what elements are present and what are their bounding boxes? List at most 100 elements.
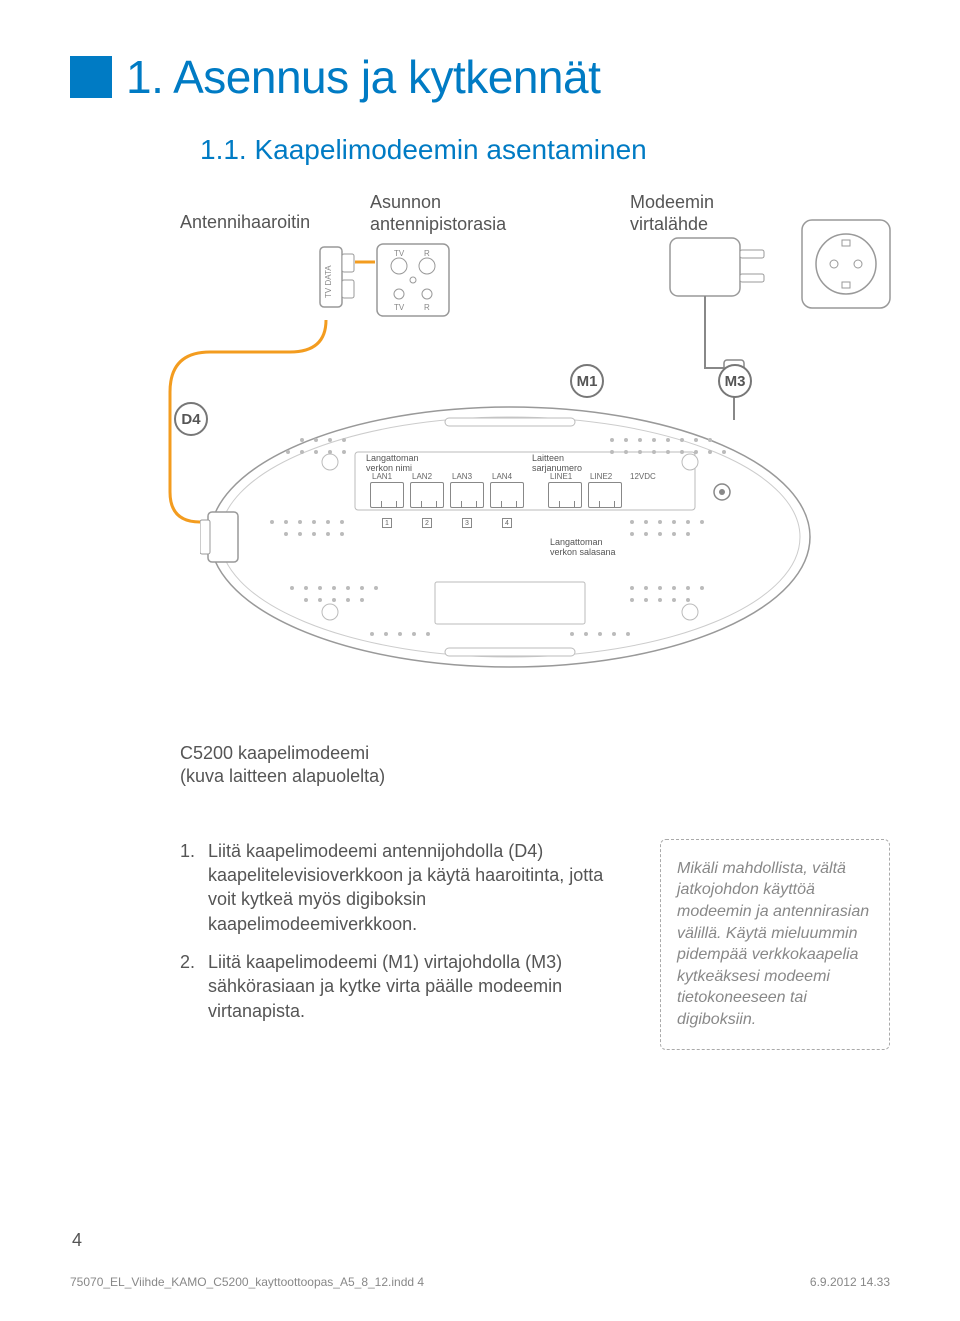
vent-dot bbox=[314, 450, 318, 454]
vent-dot bbox=[644, 598, 648, 602]
vent-dot bbox=[700, 520, 704, 524]
vent-dot bbox=[340, 520, 344, 524]
step-2-num: 2. bbox=[180, 950, 198, 1023]
vent-dot bbox=[626, 632, 630, 636]
label-line2: LINE2 bbox=[590, 472, 612, 481]
vent-dot bbox=[630, 598, 634, 602]
vent-dot bbox=[326, 532, 330, 536]
vent-dot bbox=[612, 632, 616, 636]
vent-dot bbox=[694, 450, 698, 454]
section-subtitle: 1.1. Kaapelimodeemin asentaminen bbox=[200, 134, 890, 166]
step-1: 1. Liitä kaapelimodeemi antennijohdolla … bbox=[180, 839, 610, 936]
port-line1 bbox=[548, 482, 582, 508]
vent-dot bbox=[630, 520, 634, 524]
port-line2 bbox=[588, 482, 622, 508]
vent-dot bbox=[584, 632, 588, 636]
vent-dot bbox=[300, 450, 304, 454]
steps-list: 1. Liitä kaapelimodeemi antennijohdolla … bbox=[180, 839, 610, 1050]
vent-dot bbox=[570, 632, 574, 636]
vent-dot bbox=[328, 450, 332, 454]
vent-dot bbox=[332, 598, 336, 602]
modem-caption: C5200 kaapelimodeemi (kuva laitteen alap… bbox=[180, 742, 890, 789]
footer-filename: 75070_EL_Viihde_KAMO_C5200_kayttoottoopa… bbox=[70, 1275, 424, 1289]
port-lan4 bbox=[490, 482, 524, 508]
vent-dot bbox=[652, 450, 656, 454]
vent-dot bbox=[686, 598, 690, 602]
vent-dot bbox=[342, 438, 346, 442]
port-lan1 bbox=[370, 482, 404, 508]
vent-dot bbox=[312, 532, 316, 536]
page-title: 1. Asennus ja kytkennät bbox=[126, 50, 600, 104]
vent-dot bbox=[644, 532, 648, 536]
vent-dot bbox=[658, 586, 662, 590]
indicator-3: 3 bbox=[462, 518, 472, 528]
vent-dot bbox=[426, 632, 430, 636]
vent-dot bbox=[708, 438, 712, 442]
vent-dot bbox=[360, 586, 364, 590]
vent-dot bbox=[666, 438, 670, 442]
label-lan3: LAN3 bbox=[452, 472, 472, 481]
vent-dot bbox=[686, 520, 690, 524]
vent-dot bbox=[598, 632, 602, 636]
vent-dot bbox=[370, 632, 374, 636]
vent-dot bbox=[680, 438, 684, 442]
vent-dot bbox=[304, 586, 308, 590]
indicator-2: 2 bbox=[422, 518, 432, 528]
port-lan2 bbox=[410, 482, 444, 508]
vent-dot bbox=[666, 450, 670, 454]
vent-dot bbox=[326, 520, 330, 524]
vent-dot bbox=[312, 520, 316, 524]
vent-dot bbox=[644, 586, 648, 590]
vent-dot bbox=[360, 598, 364, 602]
vent-dot bbox=[374, 586, 378, 590]
vent-dot bbox=[384, 632, 388, 636]
vent-dot bbox=[694, 438, 698, 442]
vent-dot bbox=[672, 520, 676, 524]
vent-dot bbox=[298, 520, 302, 524]
vent-dot bbox=[346, 586, 350, 590]
vent-dot bbox=[270, 520, 274, 524]
vent-dot bbox=[686, 586, 690, 590]
vent-dot bbox=[284, 532, 288, 536]
wiring-diagram: Antennihaaroitin Asunnon antennipistoras… bbox=[70, 192, 890, 712]
vent-dot bbox=[672, 586, 676, 590]
vent-dot bbox=[686, 532, 690, 536]
vent-dot bbox=[340, 532, 344, 536]
vent-dot bbox=[638, 438, 642, 442]
label-wifi-name: Langattoman verkon nimi bbox=[366, 454, 419, 474]
footer-row: 75070_EL_Viihde_KAMO_C5200_kayttoottoopa… bbox=[70, 1275, 890, 1289]
vent-dot bbox=[644, 520, 648, 524]
vent-dot bbox=[624, 438, 628, 442]
vent-dot bbox=[286, 450, 290, 454]
tip-box: Mikäli mahdollista, vältä jatkojohdon kä… bbox=[660, 839, 890, 1050]
vent-dot bbox=[300, 438, 304, 442]
step-2: 2. Liitä kaapelimodeemi (M1) virtajohdol… bbox=[180, 950, 610, 1023]
port-lan3 bbox=[450, 482, 484, 508]
modem-device bbox=[200, 392, 820, 682]
vent-dot bbox=[398, 632, 402, 636]
vent-dot bbox=[658, 520, 662, 524]
heading-row: 1. Asennus ja kytkennät bbox=[70, 50, 890, 104]
indicator-1: 1 bbox=[382, 518, 392, 528]
vent-dot bbox=[672, 598, 676, 602]
page-number: 4 bbox=[72, 1230, 82, 1251]
vent-dot bbox=[290, 586, 294, 590]
instructions-row: 1. Liitä kaapelimodeemi antennijohdolla … bbox=[180, 839, 890, 1050]
vent-dot bbox=[328, 438, 332, 442]
vent-dot bbox=[610, 450, 614, 454]
vent-dot bbox=[672, 532, 676, 536]
step-1-num: 1. bbox=[180, 839, 198, 936]
vent-dot bbox=[318, 586, 322, 590]
vent-dot bbox=[652, 438, 656, 442]
vent-dot bbox=[658, 598, 662, 602]
label-12vdc: 12VDC bbox=[630, 472, 656, 481]
vent-dot bbox=[680, 450, 684, 454]
vent-dot bbox=[630, 532, 634, 536]
heading-accent-bar bbox=[70, 56, 112, 98]
step-1-text: Liitä kaapelimodeemi antennijohdolla (D4… bbox=[208, 839, 610, 936]
vent-dot bbox=[658, 532, 662, 536]
vent-dot bbox=[708, 450, 712, 454]
vent-dot bbox=[318, 598, 322, 602]
vent-dot bbox=[412, 632, 416, 636]
vent-dot bbox=[304, 598, 308, 602]
